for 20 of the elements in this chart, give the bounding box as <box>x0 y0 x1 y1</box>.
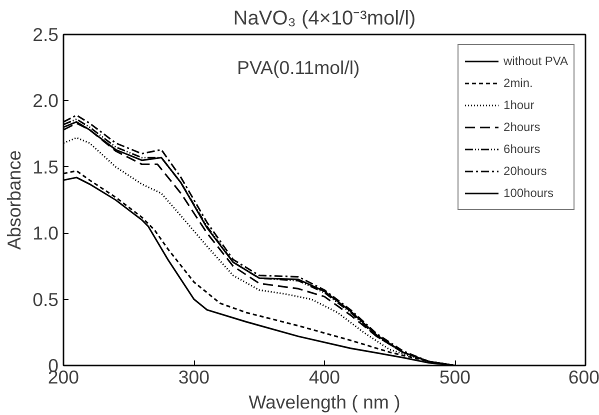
y-tick-label: 2.5 <box>32 24 59 45</box>
chart-title: NaVO₃ (4×10⁻³mol/l) <box>233 8 416 30</box>
x-tick-label: 300 <box>178 366 210 388</box>
y-tick-label: 2.0 <box>32 90 59 112</box>
legend-label: without PVA <box>504 54 568 68</box>
x-axis-title: Wavelength ( nm ) <box>248 392 400 412</box>
legend-label: 20hours <box>504 164 547 178</box>
legend-label: 100hours <box>504 186 554 200</box>
legend-label: 2min. <box>504 76 533 90</box>
y-tick-label: 1.0 <box>32 222 59 244</box>
legend-label: 2hours <box>504 120 540 134</box>
legend-label: 6hours <box>504 142 540 156</box>
x-tick-label: 500 <box>439 366 471 388</box>
y-axis-title: Absorbance <box>4 150 25 250</box>
x-tick-label: 400 <box>308 366 340 388</box>
x-tick-label: 600 <box>568 366 599 388</box>
y-tick-label: 1.5 <box>32 156 59 178</box>
legend-label: 1hour <box>504 98 534 112</box>
y-tick-label: 0.5 <box>32 288 59 310</box>
annotation: PVA(0.11mol/l) <box>237 57 360 78</box>
